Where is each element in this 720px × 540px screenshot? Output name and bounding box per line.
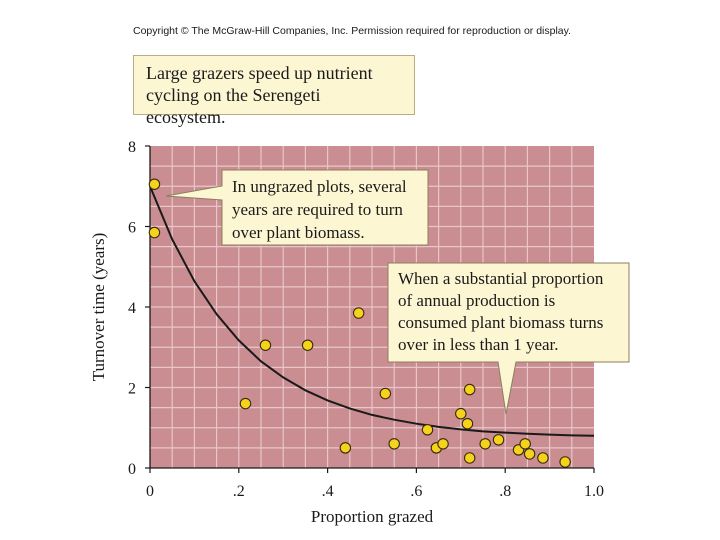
data-point xyxy=(519,438,531,450)
data-point xyxy=(259,339,272,351)
callout-grazed-bubble xyxy=(387,262,630,415)
data-point xyxy=(479,438,491,450)
data-point xyxy=(388,438,400,450)
x-tick-label: 1.0 xyxy=(584,483,604,500)
callout-grazed-line-1: When a substantial proportion xyxy=(398,269,604,288)
callout-ungrazed-line-1: In ungrazed plots, several xyxy=(232,177,407,196)
y-tick-label: 2 xyxy=(128,381,136,398)
data-point xyxy=(523,448,536,460)
fit-curve xyxy=(149,185,595,437)
x-tick-label: .8 xyxy=(499,483,511,500)
x-axis-label: Proportion grazed xyxy=(311,507,434,526)
callout-ungrazed-line-2: years are required to turn xyxy=(232,200,403,219)
data-point xyxy=(537,452,549,464)
copyright-notice: Copyright © The McGraw-Hill Companies, I… xyxy=(133,25,572,37)
title-line-1: Large grazers speed up nutrient xyxy=(146,63,373,83)
x-tick-label: .2 xyxy=(233,483,245,500)
data-point xyxy=(461,417,474,430)
callout-ungrazed: In ungrazed plots, several years are req… xyxy=(165,169,429,246)
data-point xyxy=(463,452,476,464)
data-points xyxy=(148,178,571,468)
callout-grazed-line-2: of annual production is xyxy=(398,291,555,310)
data-point xyxy=(421,424,434,436)
data-point xyxy=(239,397,252,410)
x-tick-label: .4 xyxy=(322,483,334,500)
y-tick-label: 0 xyxy=(128,461,136,478)
data-point xyxy=(492,434,505,446)
callout-grazed-line-3: consumed plant biomass turns xyxy=(398,313,603,332)
y-tick-label: 8 xyxy=(128,139,136,156)
data-point xyxy=(463,383,476,396)
data-point xyxy=(148,178,161,190)
title-line-2: cycling on the Serengeti ecosystem. xyxy=(146,85,321,127)
data-point xyxy=(352,307,365,319)
x-tick-label: .6 xyxy=(410,483,422,500)
data-point xyxy=(437,438,449,450)
data-point xyxy=(455,407,467,420)
callout-ungrazed-bubble xyxy=(165,169,429,246)
y-tick-label: 6 xyxy=(128,220,136,237)
data-point xyxy=(559,456,571,468)
axis-ticks: 0 .2 .4 .6 .8 1.0 0 2 4 6 8 xyxy=(128,139,604,500)
y-axis-label: Turnover time (years) xyxy=(89,233,108,382)
chart-title-box: Large grazers speed up nutrient cycling … xyxy=(133,55,415,127)
x-tick-label: 0 xyxy=(146,483,154,500)
data-point xyxy=(379,387,392,400)
data-point xyxy=(301,339,314,351)
data-point xyxy=(339,442,352,454)
callout-grazed-line-4: over in less than 1 year. xyxy=(398,335,559,354)
callout-ungrazed-line-3: over plant biomass. xyxy=(232,223,365,242)
data-point xyxy=(148,226,161,239)
y-tick-label: 4 xyxy=(128,300,136,317)
callout-grazed: When a substantial proportion of annual … xyxy=(387,262,630,415)
